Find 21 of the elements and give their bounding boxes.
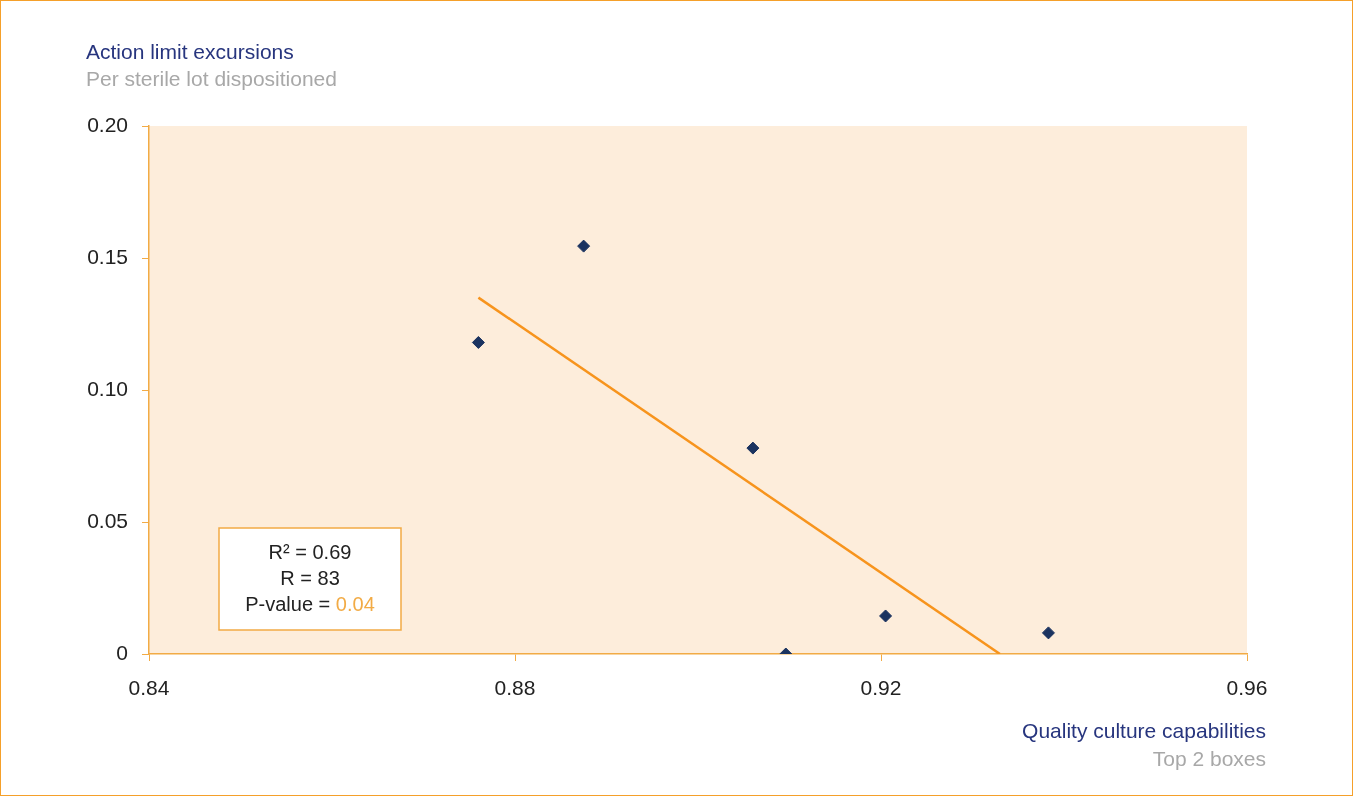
x-axis-title: Quality culture capabilities (1022, 719, 1266, 743)
x-tick-label: 0.88 (494, 676, 536, 700)
y-tick-label: 0 (116, 640, 128, 664)
annotation: R² = 0.69 (268, 540, 352, 563)
point (1041, 626, 1055, 640)
x-tick-label: 0.84 (128, 676, 170, 700)
x-tick-label: 0.92 (860, 676, 902, 700)
point (471, 335, 485, 349)
y-tick-label: 0.05 (87, 508, 128, 532)
chart-subtitle: Per sterile lot dispositioned (86, 67, 337, 91)
y-tick-label: 0.10 (87, 376, 128, 400)
y-tick-label: 0.15 (87, 244, 128, 268)
text: Top 2 boxes (1152, 747, 1266, 771)
y-axis-title: Action limit excursions (86, 40, 294, 64)
y-tick-label: 0.20 (87, 112, 128, 136)
x-tick-label: 0.96 (1226, 676, 1268, 700)
point (879, 609, 893, 623)
annotation: R = 83 (280, 566, 340, 589)
point (746, 441, 760, 455)
annotation: P-value = 0.04 (245, 592, 375, 615)
point (577, 239, 591, 253)
